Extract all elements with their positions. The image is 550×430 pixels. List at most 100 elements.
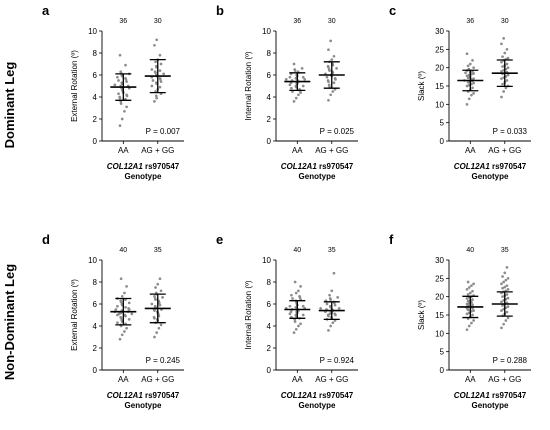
x-axis-label: COL12A1 rs970547 <box>107 391 180 400</box>
data-point <box>326 79 330 82</box>
data-point <box>466 80 470 84</box>
y-tick-label: 4 <box>267 93 272 102</box>
data-point <box>294 305 298 309</box>
data-point <box>118 124 122 127</box>
y-tick-label: 30 <box>435 256 444 265</box>
data-point <box>300 67 304 70</box>
data-point <box>127 301 131 305</box>
data-point <box>506 296 510 300</box>
data-point <box>289 310 293 314</box>
data-point <box>299 285 302 288</box>
data-point <box>123 291 126 295</box>
panel-d: d 0 2 4 6 8 10 External Rotation (º) AA 40 AG + GG… <box>42 232 184 410</box>
data-point <box>329 324 333 328</box>
data-point <box>157 326 161 330</box>
data-point <box>331 321 335 325</box>
data-point <box>297 324 300 328</box>
data-point <box>156 282 160 286</box>
data-point <box>120 319 124 322</box>
y-tick-label: 5 <box>440 119 445 128</box>
x-axis-label: COL12A1 rs970547 <box>454 391 527 400</box>
data-point <box>327 83 331 87</box>
data-point <box>117 92 120 96</box>
data-point <box>505 62 509 66</box>
data-point <box>123 313 127 317</box>
data-point <box>153 304 157 308</box>
data-point <box>465 102 469 106</box>
data-point <box>114 308 118 311</box>
panel-letter: c <box>389 3 396 18</box>
y-tick-label: 6 <box>267 71 272 80</box>
data-point <box>506 73 510 77</box>
y-axis-label: Internal Rotation (º) <box>244 280 253 350</box>
data-point <box>124 63 127 67</box>
y-tick-label: 10 <box>88 256 97 265</box>
data-point <box>154 81 158 85</box>
data-point <box>333 303 337 307</box>
data-point <box>466 64 470 68</box>
data-point <box>153 297 157 300</box>
data-point <box>506 66 510 70</box>
p-value: P = 0.924 <box>320 356 355 365</box>
y-tick-label: 2 <box>267 344 272 353</box>
data-point <box>505 265 509 269</box>
data-point <box>326 64 330 68</box>
data-point <box>158 69 162 72</box>
data-point <box>464 71 467 75</box>
data-point <box>153 335 156 339</box>
sample-size-label: 35 <box>328 247 336 254</box>
data-point <box>335 67 338 70</box>
data-point <box>501 65 504 68</box>
y-tick-label: 15 <box>435 311 444 320</box>
sample-size-label: 36 <box>293 18 301 25</box>
y-tick-label: 0 <box>440 366 445 375</box>
data-point <box>500 282 503 286</box>
x-axis-label: COL12A1 rs970547 <box>281 162 354 171</box>
data-point <box>330 58 334 61</box>
data-point <box>123 330 126 333</box>
data-point <box>153 43 156 47</box>
sample-size-label: 30 <box>501 18 509 25</box>
data-point <box>471 303 474 307</box>
y-tick-label: 0 <box>267 366 272 375</box>
panel-e: e 0 2 4 6 8 10 Internal Rotation (º) AA 40 AG + GG… <box>216 232 358 410</box>
data-point <box>504 319 508 322</box>
data-point <box>328 297 332 300</box>
sample-size-label: 30 <box>154 18 162 25</box>
data-point <box>294 327 298 331</box>
data-point <box>150 68 154 71</box>
data-point <box>329 39 333 43</box>
data-point <box>292 331 296 334</box>
data-point <box>301 75 305 79</box>
snp-name: rs970547 <box>317 162 354 171</box>
data-point <box>465 328 469 332</box>
data-point <box>465 302 469 306</box>
data-point <box>118 95 121 99</box>
panel-a: a 0 2 4 6 8 10 External Rotation (º) AA 36 AG + GG… <box>42 3 184 181</box>
data-point <box>294 96 298 100</box>
data-point <box>161 296 164 299</box>
data-point <box>159 62 163 66</box>
data-point <box>336 296 340 299</box>
data-point <box>501 295 504 299</box>
snp-name: rs970547 <box>143 162 180 171</box>
x-tick-label: AG + GG <box>315 146 348 155</box>
sample-size-label: 35 <box>154 247 162 254</box>
snp-name: rs970547 <box>490 162 527 171</box>
data-point <box>500 77 503 81</box>
data-point <box>288 75 292 79</box>
gene-name: COL12A1 <box>107 391 144 400</box>
row-label-dominant: Dominant Leg <box>2 62 17 149</box>
data-point <box>116 75 119 79</box>
data-point <box>154 60 157 64</box>
data-point <box>301 313 305 317</box>
y-tick-label: 10 <box>88 27 97 36</box>
data-point <box>119 102 123 105</box>
data-point <box>325 75 329 79</box>
data-point <box>303 78 307 81</box>
data-point <box>288 312 292 316</box>
data-point <box>472 72 475 75</box>
y-tick-label: 2 <box>93 344 98 353</box>
data-point <box>153 294 156 298</box>
data-point <box>470 284 473 288</box>
